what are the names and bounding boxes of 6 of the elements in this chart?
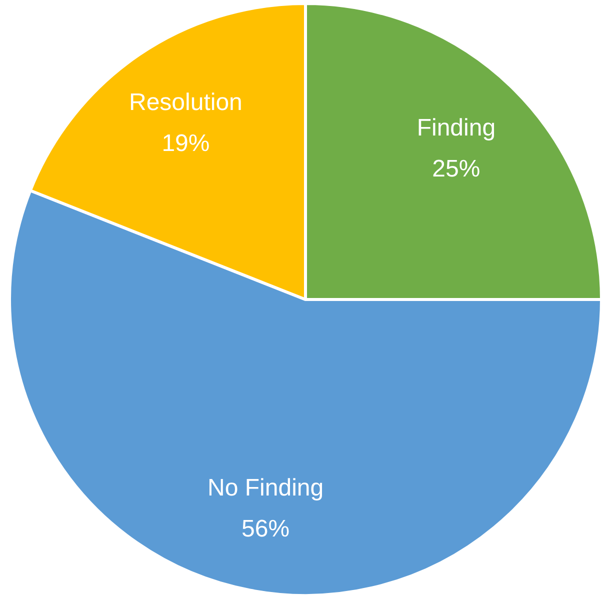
slice-label: No Finding (208, 474, 324, 502)
data-label: 56% (242, 515, 290, 542)
slice-label: Resolution (129, 88, 242, 116)
data-label: 19% (162, 130, 210, 157)
slice-label: Finding (416, 114, 496, 142)
data-label: 25% (432, 155, 480, 182)
